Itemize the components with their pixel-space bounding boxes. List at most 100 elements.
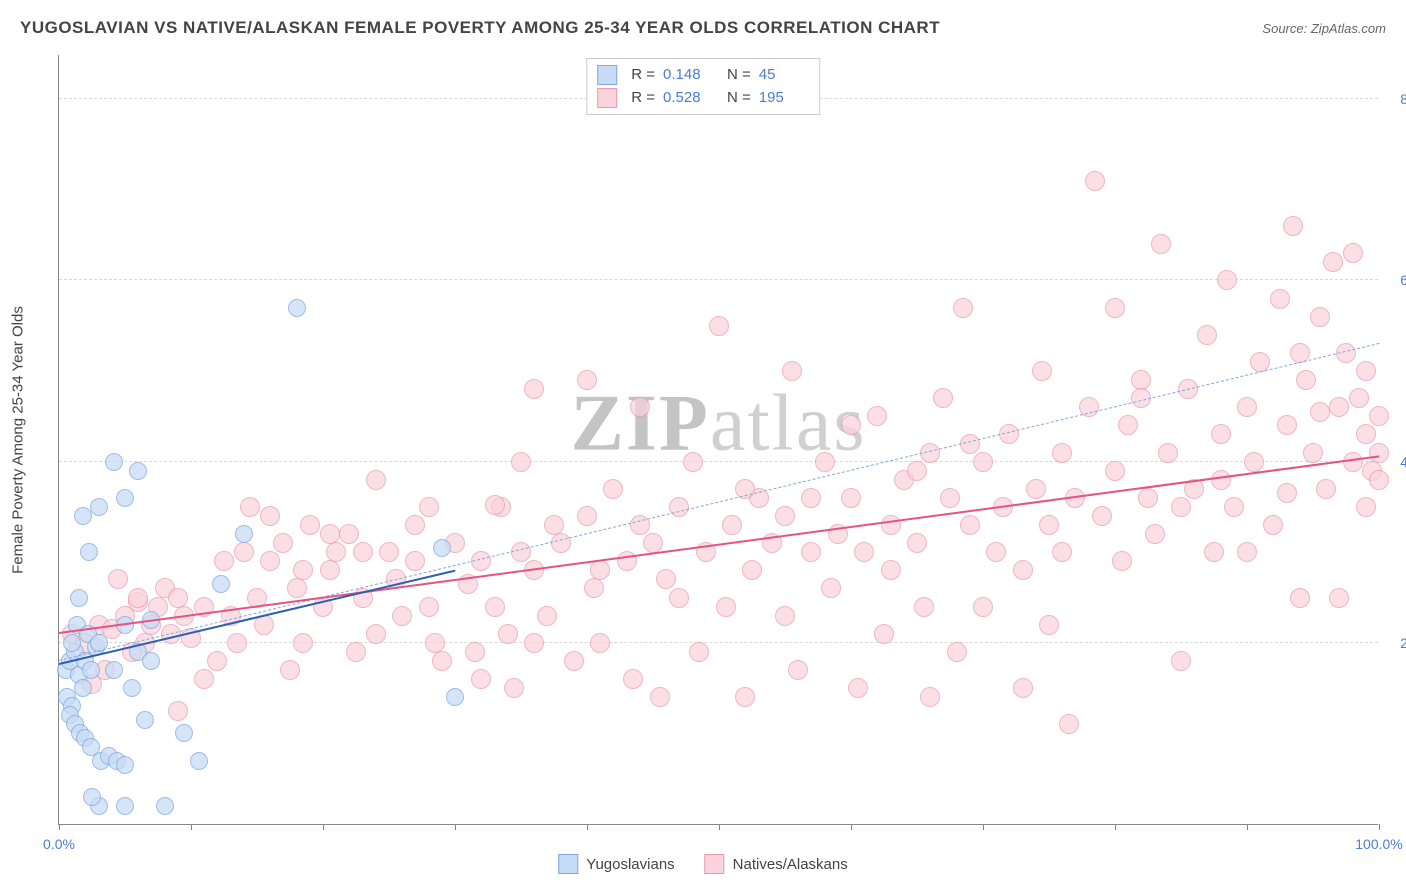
series-label-natives: Natives/Alaskans bbox=[733, 856, 848, 873]
data-point-natives bbox=[841, 488, 861, 508]
data-point-natives bbox=[1310, 307, 1330, 327]
data-point-natives bbox=[947, 642, 967, 662]
data-point-yugoslavians bbox=[82, 661, 100, 679]
data-point-natives bbox=[584, 578, 604, 598]
data-point-natives bbox=[537, 606, 557, 626]
data-point-natives bbox=[1277, 483, 1297, 503]
data-point-natives bbox=[815, 452, 835, 472]
data-point-natives bbox=[689, 642, 709, 662]
legend-row-yugoslavians: R = 0.148 N = 45 bbox=[597, 63, 809, 86]
data-point-natives bbox=[168, 588, 188, 608]
data-point-natives bbox=[498, 624, 518, 644]
data-point-natives bbox=[973, 452, 993, 472]
data-point-yugoslavians bbox=[446, 688, 464, 706]
data-point-natives bbox=[1211, 424, 1231, 444]
x-tick bbox=[323, 824, 324, 830]
data-point-natives bbox=[551, 533, 571, 553]
data-point-natives bbox=[1105, 298, 1125, 318]
data-point-natives bbox=[207, 651, 227, 671]
swatch-natives bbox=[597, 88, 617, 108]
data-point-natives bbox=[293, 633, 313, 653]
data-point-natives bbox=[742, 560, 762, 580]
data-point-natives bbox=[1323, 252, 1343, 272]
x-tick bbox=[59, 824, 60, 830]
correlation-legend: R = 0.148 N = 45 R = 0.528 N = 195 bbox=[586, 58, 820, 115]
data-point-natives bbox=[735, 687, 755, 707]
data-point-natives bbox=[128, 588, 148, 608]
data-point-yugoslavians bbox=[288, 299, 306, 317]
data-point-natives bbox=[656, 569, 676, 589]
data-point-natives bbox=[1013, 560, 1033, 580]
swatch-natives bbox=[705, 854, 725, 874]
title-bar: YUGOSLAVIAN VS NATIVE/ALASKAN FEMALE POV… bbox=[20, 18, 1386, 38]
data-point-yugoslavians bbox=[190, 752, 208, 770]
data-point-natives bbox=[511, 452, 531, 472]
data-point-natives bbox=[590, 633, 610, 653]
data-point-natives bbox=[326, 542, 346, 562]
data-point-natives bbox=[1138, 488, 1158, 508]
data-point-natives bbox=[432, 651, 452, 671]
data-point-yugoslavians bbox=[90, 498, 108, 516]
gridline bbox=[59, 279, 1378, 280]
n-label: N = bbox=[727, 63, 751, 86]
data-point-natives bbox=[1303, 443, 1323, 463]
x-tick bbox=[1247, 824, 1248, 830]
r-label: R = bbox=[631, 86, 655, 109]
x-tick bbox=[587, 824, 588, 830]
data-point-natives bbox=[650, 687, 670, 707]
data-point-natives bbox=[848, 678, 868, 698]
data-point-yugoslavians bbox=[74, 679, 92, 697]
data-point-natives bbox=[782, 361, 802, 381]
series-legend: Yugoslavians Natives/Alaskans bbox=[558, 854, 847, 874]
data-point-natives bbox=[419, 497, 439, 517]
data-point-natives bbox=[1237, 397, 1257, 417]
data-point-yugoslavians bbox=[433, 539, 451, 557]
source-attribution: Source: ZipAtlas.com bbox=[1262, 21, 1386, 36]
data-point-natives bbox=[1158, 443, 1178, 463]
data-point-natives bbox=[511, 542, 531, 562]
data-point-natives bbox=[471, 551, 491, 571]
gridline bbox=[59, 461, 1378, 462]
data-point-natives bbox=[1316, 479, 1336, 499]
data-point-natives bbox=[1369, 470, 1389, 490]
legend-item-natives: Natives/Alaskans bbox=[705, 854, 848, 874]
data-point-natives bbox=[320, 560, 340, 580]
data-point-natives bbox=[867, 406, 887, 426]
n-value-yugoslavians: 45 bbox=[759, 63, 809, 86]
data-point-natives bbox=[1052, 443, 1072, 463]
data-point-natives bbox=[1237, 542, 1257, 562]
data-point-natives bbox=[339, 524, 359, 544]
data-point-yugoslavians bbox=[105, 661, 123, 679]
data-point-natives bbox=[999, 424, 1019, 444]
legend-row-natives: R = 0.528 N = 195 bbox=[597, 86, 809, 109]
data-point-natives bbox=[603, 479, 623, 499]
data-point-natives bbox=[1145, 524, 1165, 544]
data-point-natives bbox=[788, 660, 808, 680]
data-point-natives bbox=[1343, 243, 1363, 263]
r-label: R = bbox=[631, 63, 655, 86]
data-point-yugoslavians bbox=[70, 589, 88, 607]
data-point-yugoslavians bbox=[116, 489, 134, 507]
data-point-natives bbox=[485, 495, 505, 515]
chart-title: YUGOSLAVIAN VS NATIVE/ALASKAN FEMALE POV… bbox=[20, 18, 940, 38]
data-point-natives bbox=[709, 316, 729, 336]
data-point-natives bbox=[1224, 497, 1244, 517]
data-point-natives bbox=[623, 669, 643, 689]
data-point-natives bbox=[108, 569, 128, 589]
data-point-natives bbox=[1032, 361, 1052, 381]
data-point-natives bbox=[669, 497, 689, 517]
data-point-natives bbox=[775, 606, 795, 626]
data-point-natives bbox=[1329, 397, 1349, 417]
data-point-natives bbox=[465, 642, 485, 662]
x-tick bbox=[719, 824, 720, 830]
data-point-natives bbox=[1092, 506, 1112, 526]
data-point-natives bbox=[841, 415, 861, 435]
data-point-natives bbox=[392, 606, 412, 626]
data-point-natives bbox=[669, 588, 689, 608]
data-point-yugoslavians bbox=[136, 711, 154, 729]
data-point-natives bbox=[419, 597, 439, 617]
swatch-yugoslavians bbox=[597, 65, 617, 85]
data-point-natives bbox=[716, 597, 736, 617]
data-point-natives bbox=[1329, 588, 1349, 608]
source-name: ZipAtlas.com bbox=[1311, 21, 1386, 36]
